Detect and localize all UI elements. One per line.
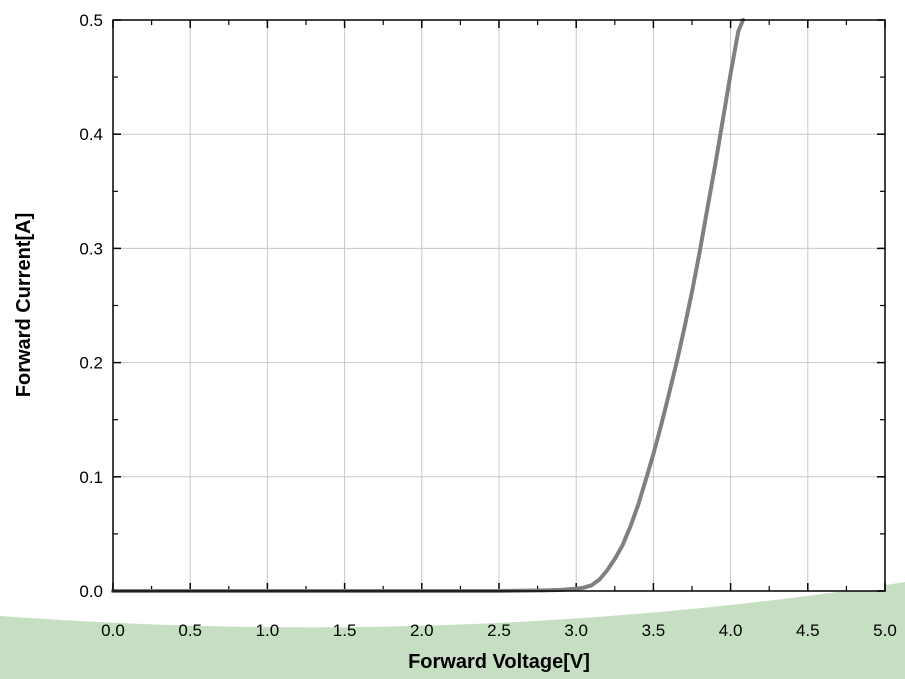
y-tick-label: 0.4 [79, 125, 103, 144]
y-axis-title: Forward Current[A] [13, 213, 35, 397]
decorative-green-swoosh [0, 582, 905, 679]
x-tick-label: 1.0 [256, 621, 280, 640]
x-tick-label: 4.0 [719, 621, 743, 640]
x-tick-label: 3.5 [642, 621, 666, 640]
x-tick-label: 3.0 [564, 621, 588, 640]
grid-lines [113, 20, 885, 591]
x-tick-label: 2.5 [487, 621, 511, 640]
y-tick-label: 0.5 [79, 11, 103, 30]
plot-frame [112, 19, 886, 592]
series-line [111, 18, 745, 593]
x-tick-label: 4.5 [796, 621, 820, 640]
y-tick-label: 0.1 [79, 468, 103, 487]
y-tick-label: 0.3 [79, 239, 103, 258]
x-tick-labels: 0.0 0.5 1.0 1.5 2.0 2.5 3.0 3.5 4.0 4.5 5.0 [101, 621, 897, 640]
x-tick-label: 0.5 [178, 621, 202, 640]
y-tick-label: 0.0 [79, 582, 103, 601]
x-tick-label: 0.0 [101, 621, 125, 640]
x-tick-label: 2.0 [410, 621, 434, 640]
x-axis-title: Forward Voltage[V] [408, 651, 590, 673]
x-tick-label: 5.0 [873, 621, 897, 640]
x-tick-label: 1.5 [333, 621, 357, 640]
y-tick-labels: 0.0 0.1 0.2 0.3 0.4 0.5 [79, 11, 103, 601]
y-tick-label: 0.2 [79, 354, 103, 373]
